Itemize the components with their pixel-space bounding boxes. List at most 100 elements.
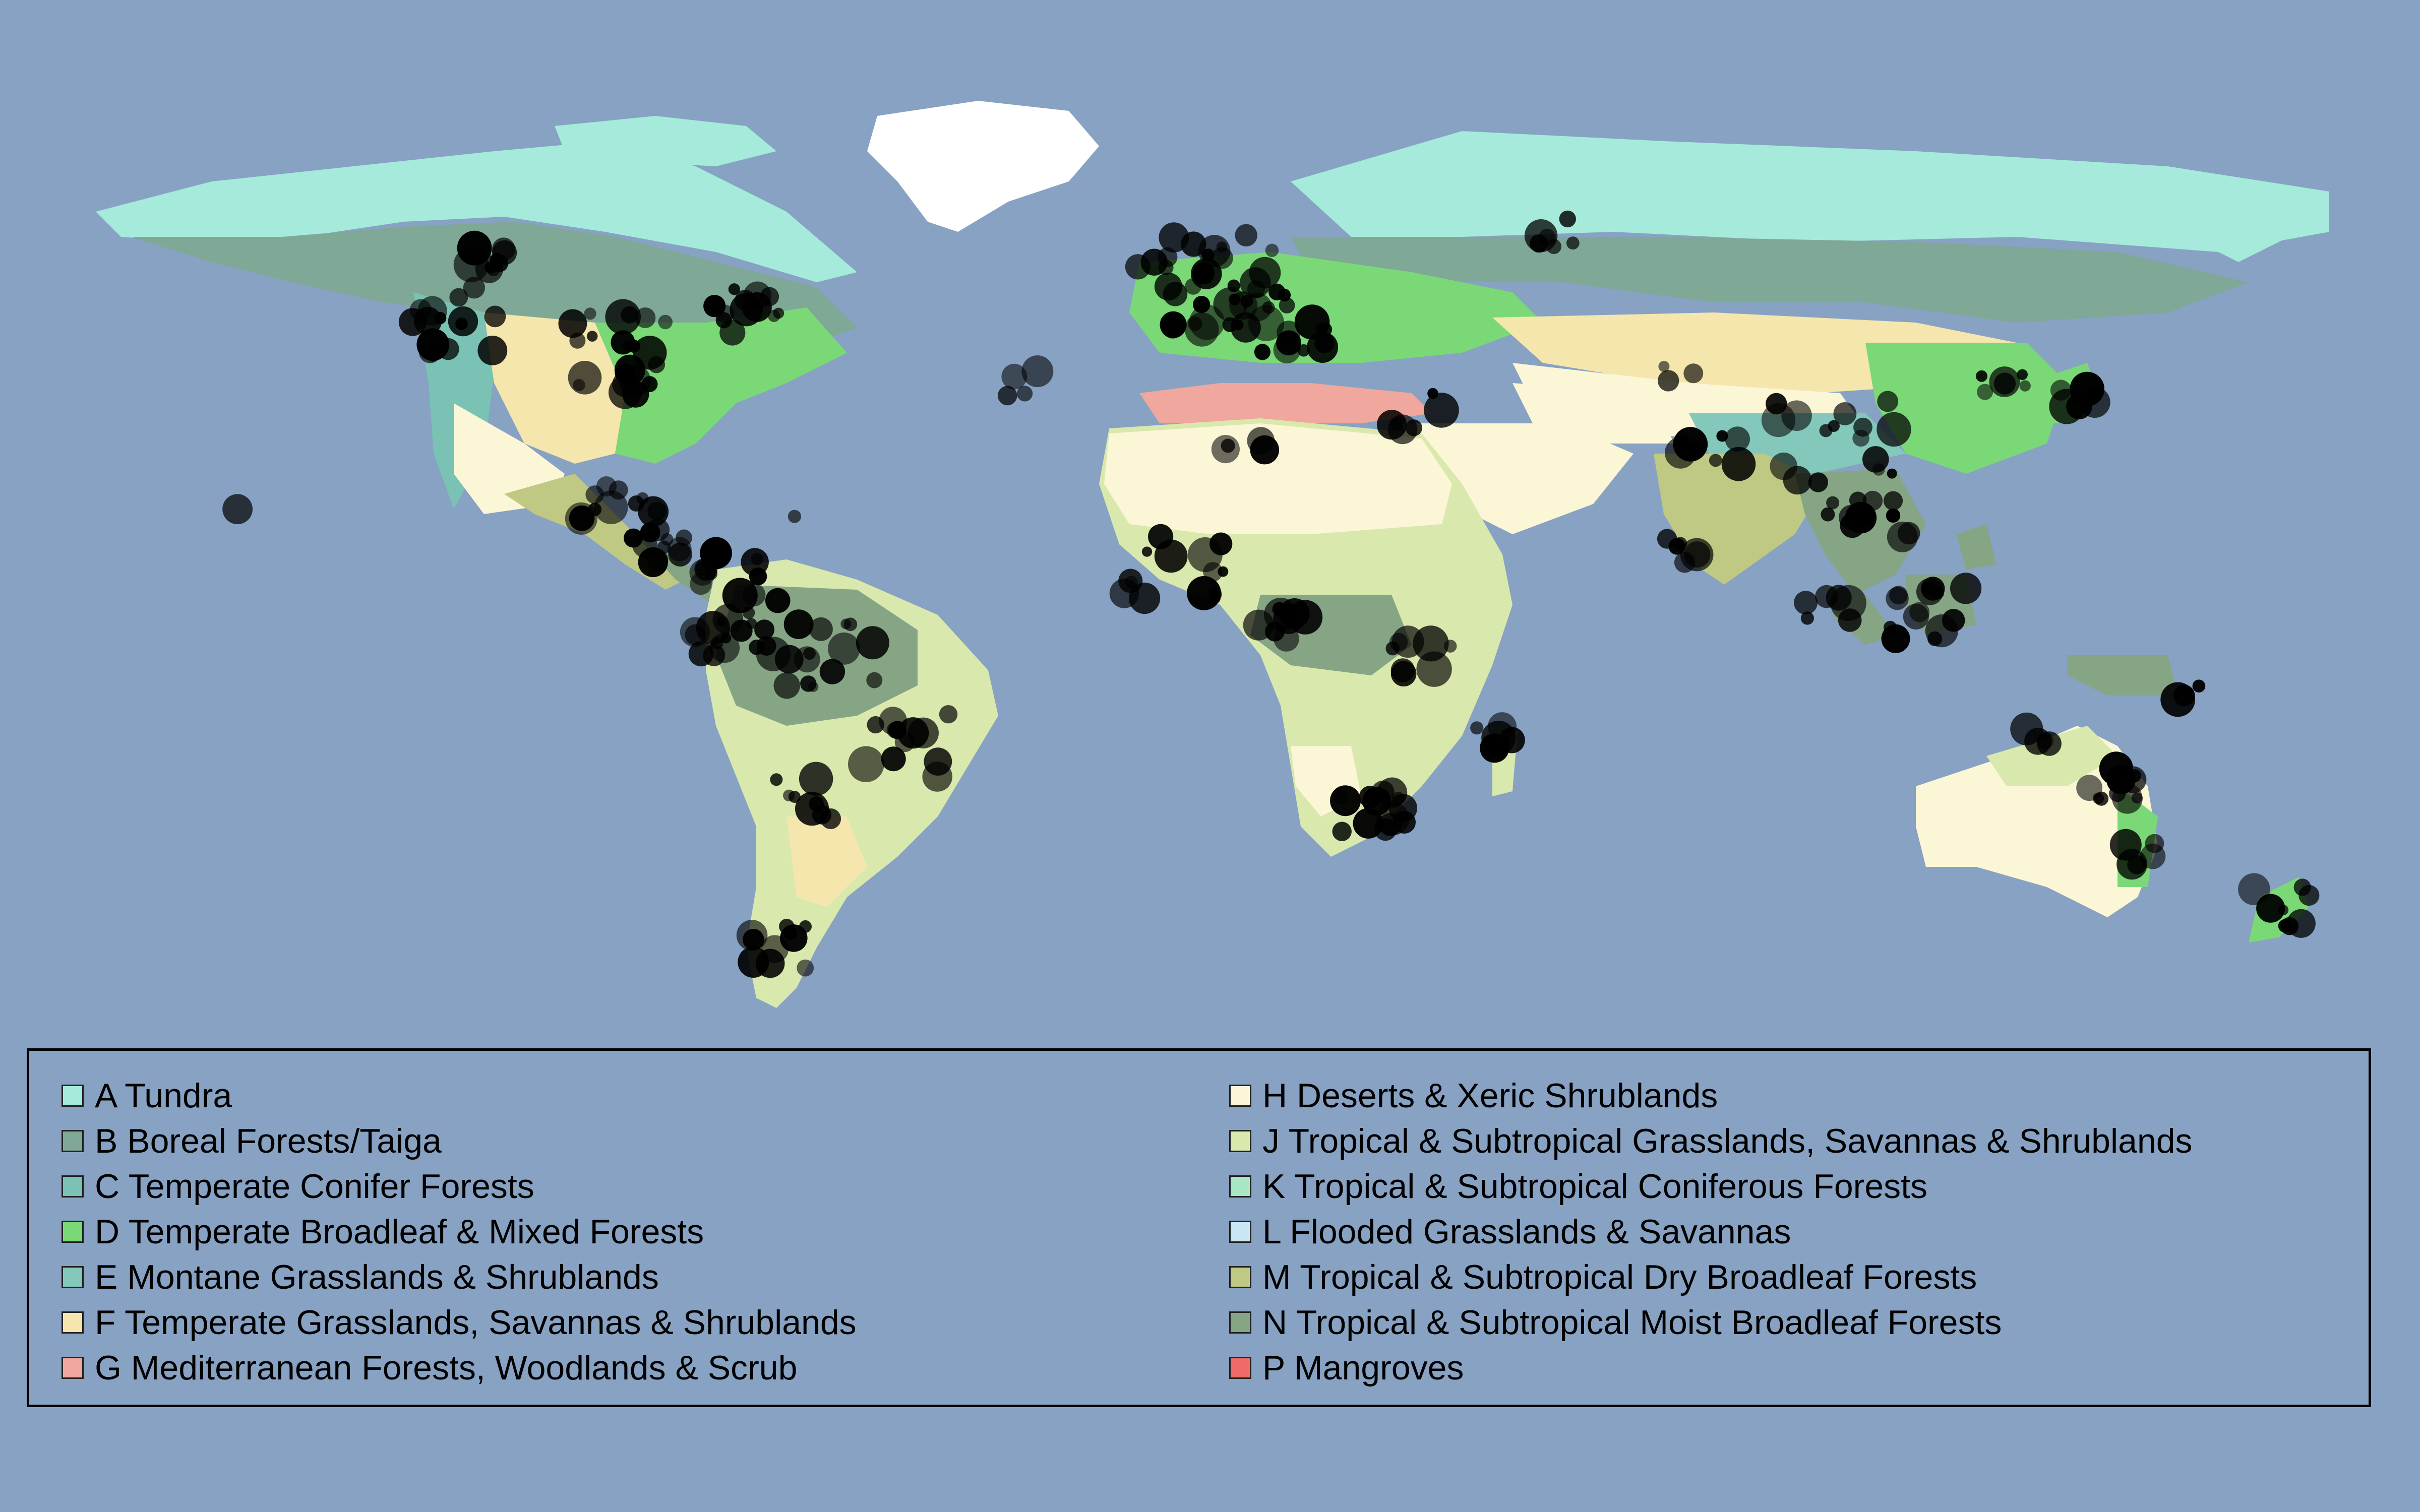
occurrence-point	[1185, 278, 1202, 295]
occurrence-point	[1821, 507, 1835, 522]
occurrence-point	[413, 306, 442, 335]
occurrence-point	[1413, 625, 1449, 662]
occurrence-point	[754, 619, 775, 640]
occurrence-point	[742, 606, 755, 619]
occurrence-point	[743, 928, 764, 951]
legend-label: F Temperate Grasslands, Savannas & Shrub…	[95, 1303, 857, 1342]
occurrence-point	[1249, 257, 1281, 289]
occurrence-point	[1192, 262, 1215, 285]
legend-item-h: H Deserts & Xeric Shrublands	[1229, 1073, 2193, 1118]
legend-swatch	[62, 1266, 84, 1288]
occurrence-point	[1927, 631, 1943, 646]
occurrence-point	[1886, 508, 1901, 523]
occurrence-point	[1849, 491, 1867, 509]
occurrence-point	[1424, 393, 1459, 428]
occurrence-point	[2160, 682, 2196, 717]
occurrence-point	[1211, 247, 1233, 269]
occurrence-point	[1158, 260, 1174, 275]
occurrence-point	[1209, 532, 1233, 555]
occurrence-point	[704, 567, 718, 581]
occurrence-point	[1887, 468, 1897, 479]
occurrence-point	[647, 501, 667, 521]
legend-label: P Mangroves	[1262, 1349, 1464, 1387]
occurrence-point	[2019, 380, 2031, 392]
occurrence-point	[1839, 505, 1864, 530]
eurasia	[1129, 131, 2329, 595]
occurrence-point	[1387, 414, 1418, 445]
occurrence-point	[1872, 463, 1885, 476]
occurrence-point	[1942, 609, 1965, 632]
occurrence-point	[1783, 466, 1812, 495]
occurrence-point	[222, 494, 253, 525]
occurrence-point	[1427, 388, 1438, 399]
occurrence-point	[1017, 386, 1033, 402]
occurrence-points	[222, 210, 2320, 978]
occurrence-point	[2278, 905, 2289, 916]
occurrence-point	[1833, 402, 1857, 425]
occurrence-point	[768, 309, 780, 322]
australia-land	[1916, 726, 2158, 917]
occurrence-point	[1218, 566, 1229, 577]
occurrence-point	[585, 485, 604, 504]
occurrence-point	[586, 331, 598, 342]
legend-label: C Temperate Conifer Forests	[95, 1167, 534, 1206]
occurrence-point	[783, 609, 814, 639]
occurrence-point	[1359, 786, 1381, 808]
occurrence-point	[2116, 849, 2148, 880]
occurrence-point	[1235, 224, 1257, 246]
legend-item-m: M Tropical & Subtropical Dry Broadleaf F…	[1229, 1254, 2193, 1300]
occurrence-point	[924, 747, 952, 776]
legend-item-d: D Temperate Broadleaf & Mixed Forests	[62, 1209, 857, 1254]
occurrence-point	[1800, 611, 1814, 625]
legend-label: J Tropical & Subtropical Grasslands, Sav…	[1262, 1122, 2193, 1160]
occurrence-point	[1976, 370, 1987, 382]
occurrence-point	[1830, 585, 1866, 621]
legend-swatch	[62, 1175, 84, 1198]
occurrence-point	[2010, 712, 2043, 745]
occurrence-point	[1480, 733, 1509, 763]
occurrence-point	[2109, 785, 2126, 802]
occurrence-point	[569, 505, 595, 531]
legend-label: D Temperate Broadleaf & Mixed Forests	[95, 1213, 704, 1251]
occurrence-point	[463, 277, 486, 299]
occurrence-point	[658, 314, 673, 330]
occurrence-point	[609, 480, 628, 500]
occurrence-point	[1546, 239, 1561, 255]
sahara	[1104, 423, 1452, 534]
occurrence-point	[1154, 539, 1188, 573]
occurrence-point	[667, 537, 692, 561]
occurrence-point	[1211, 435, 1240, 464]
occurrence-point	[1658, 361, 1670, 372]
legend-item-p: P Mangroves	[1229, 1345, 2193, 1391]
occurrence-point	[1208, 587, 1222, 601]
occurrence-point	[1216, 241, 1228, 253]
occurrence-point	[558, 309, 587, 338]
legend-label: G Mediterranean Forests, Woodlands & Scr…	[95, 1349, 798, 1387]
occurrence-point	[1230, 312, 1261, 343]
pampas	[786, 816, 867, 907]
occurrence-point	[1886, 587, 1909, 610]
occurrence-point	[1709, 454, 1722, 467]
occurrence-point	[1390, 661, 1417, 686]
greenland	[867, 101, 1099, 232]
occurrence-point	[856, 626, 889, 660]
occurrence-point	[1189, 304, 1225, 340]
occurrence-point	[1159, 222, 1189, 253]
occurrence-point	[1725, 426, 1750, 452]
occurrence-point	[722, 578, 758, 613]
na-tundra	[96, 141, 857, 282]
occurrence-point	[1852, 429, 1869, 447]
occurrence-point	[1884, 620, 1897, 634]
occurrence-point	[879, 707, 908, 735]
occurrence-point	[2293, 878, 2311, 896]
occurrence-point	[2140, 843, 2166, 869]
occurrence-point	[1254, 344, 1270, 360]
arctic-islands	[555, 116, 776, 166]
legend-swatch	[1229, 1221, 1251, 1243]
legend-label: E Montane Grasslands & Shrublands	[95, 1258, 659, 1296]
legend-column-left: A Tundra B Boreal Forests/Taiga C Temperat…	[62, 1073, 857, 1391]
occurrence-point	[614, 354, 645, 386]
occurrence-point	[688, 641, 714, 667]
occurrence-point	[1389, 633, 1408, 652]
occurrence-point	[719, 320, 746, 346]
